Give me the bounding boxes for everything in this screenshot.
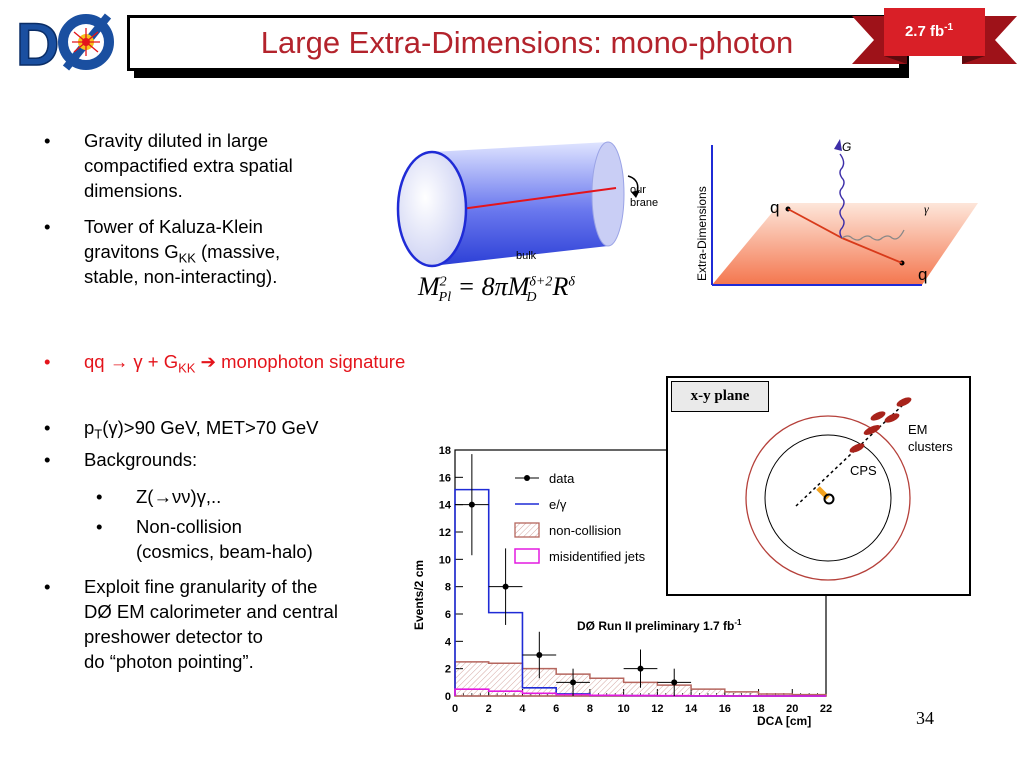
legend-marker: [524, 475, 530, 481]
data-point: [536, 652, 543, 658]
x-tick-label: 22: [820, 703, 832, 715]
cps-label: CPS: [850, 463, 877, 478]
sub-bullet-text: Non-collision: [136, 516, 242, 537]
bullet-text: Gravity diluted in large: [84, 130, 269, 151]
bullet-list: • Gravity diluted in large compactified …: [44, 130, 406, 672]
y-tick-label: 0: [445, 691, 451, 703]
brane-label: our: [630, 184, 646, 196]
legend-label: non-collision: [549, 523, 621, 538]
graviton-label: G: [842, 140, 851, 154]
data-point: [468, 501, 475, 508]
x-axis-label: DCA [cm]: [757, 714, 811, 728]
x-tick-label: 8: [587, 703, 593, 715]
extra-dim-axis-label: Extra-Dimensions: [695, 186, 709, 281]
series-misidentified-jets: [454, 688, 826, 697]
y-tick-label: 12: [439, 527, 451, 539]
brane-label: brane: [630, 197, 658, 209]
em-clusters-label: clusters: [908, 439, 953, 454]
data-point: [570, 679, 577, 686]
x-tick-label: 0: [452, 703, 458, 715]
y-tick-label: 18: [439, 445, 451, 457]
y-tick-label: 6: [445, 609, 451, 621]
bullet-text: do “photon pointing”.: [84, 651, 254, 672]
legend-label: e/γ: [549, 497, 567, 512]
legend-label: misidentified jets: [549, 549, 646, 564]
data-point: [637, 665, 644, 672]
data-point: [671, 679, 678, 686]
x-tick-label: 20: [786, 703, 798, 715]
signature-text: qq → γ + GKK ➔ monophoton signature: [84, 351, 406, 376]
quark-in-label: q: [770, 198, 779, 217]
planck-mass-formula: M2Pl = 8πMδ+2D Rδ: [418, 272, 575, 306]
y-axis-label: Events/2 cm: [412, 560, 426, 630]
sub-bullet-text: (cosmics, beam-halo): [136, 541, 313, 562]
y-tick-label: 8: [445, 582, 451, 594]
sub-bullet-text: Z(→νν)γ,..: [136, 486, 222, 507]
bullet-text: DØ EM calorimeter and central: [84, 601, 338, 622]
x-tick-label: 4: [519, 703, 526, 715]
cuts-text: pT(γ)>90 GeV, MET>70 GeV: [84, 417, 319, 442]
y-tick-label: 10: [439, 554, 451, 566]
svg-text:D: D: [16, 11, 59, 74]
legend-marker: [514, 522, 540, 538]
xy-plane-sketch: EM clusters CPS: [745, 397, 953, 581]
bullet-text: preshower detector to: [84, 626, 263, 647]
bullet-text: stable, non-interacting).: [84, 266, 278, 287]
x-tick-label: 12: [651, 703, 663, 715]
y-tick-label: 4: [445, 636, 452, 648]
x-tick-label: 2: [486, 703, 492, 715]
y-tick-label: 14: [439, 500, 452, 512]
xy-plane-title: x-y plane: [671, 381, 769, 412]
title-box: [127, 15, 902, 71]
x-tick-label: 16: [719, 703, 731, 715]
x-tick-label: 18: [752, 703, 764, 715]
chart-title: DØ Run II preliminary 1.7 fb-1: [577, 618, 742, 633]
bullet-text: compactified extra spatial: [84, 155, 293, 176]
data-point: [502, 583, 509, 590]
xy-plane-panel: x-y plane EM clusters CPS: [666, 376, 971, 596]
extra-dimension-diagram: Extra-Dimensions q q G γ: [695, 139, 978, 286]
bullet-text: Tower of Kaluza-Klein: [84, 216, 263, 237]
page-number: 34: [916, 708, 934, 728]
legend-label: data: [549, 471, 575, 486]
em-clusters-label: EM: [908, 422, 928, 437]
bullet-text: Exploit fine granularity of the: [84, 576, 318, 597]
y-tick-label: 16: [439, 472, 451, 484]
x-tick-label: 14: [685, 703, 698, 715]
bullet-text: gravitons GKK (massive,: [84, 241, 281, 266]
x-tick-label: 6: [553, 703, 559, 715]
lumi-ribbon: [852, 8, 1017, 64]
bullet-text: Backgrounds:: [84, 449, 198, 470]
bulk-cylinder-figure: our brane bulk: [396, 141, 658, 268]
d0-logo: D: [15, 10, 114, 74]
x-tick-label: 10: [618, 703, 630, 715]
y-tick-label: 2: [445, 664, 451, 676]
legend-marker: [514, 548, 540, 564]
quark-out-label: q: [918, 265, 927, 284]
slide-title: Large Extra-Dimensions: mono-photon: [260, 25, 794, 60]
bulk-label: bulk: [516, 250, 537, 262]
photon-label: γ: [924, 202, 929, 216]
lumi-badge: 2.7 fb-1: [904, 22, 954, 40]
bullet-text: dimensions.: [84, 180, 183, 201]
